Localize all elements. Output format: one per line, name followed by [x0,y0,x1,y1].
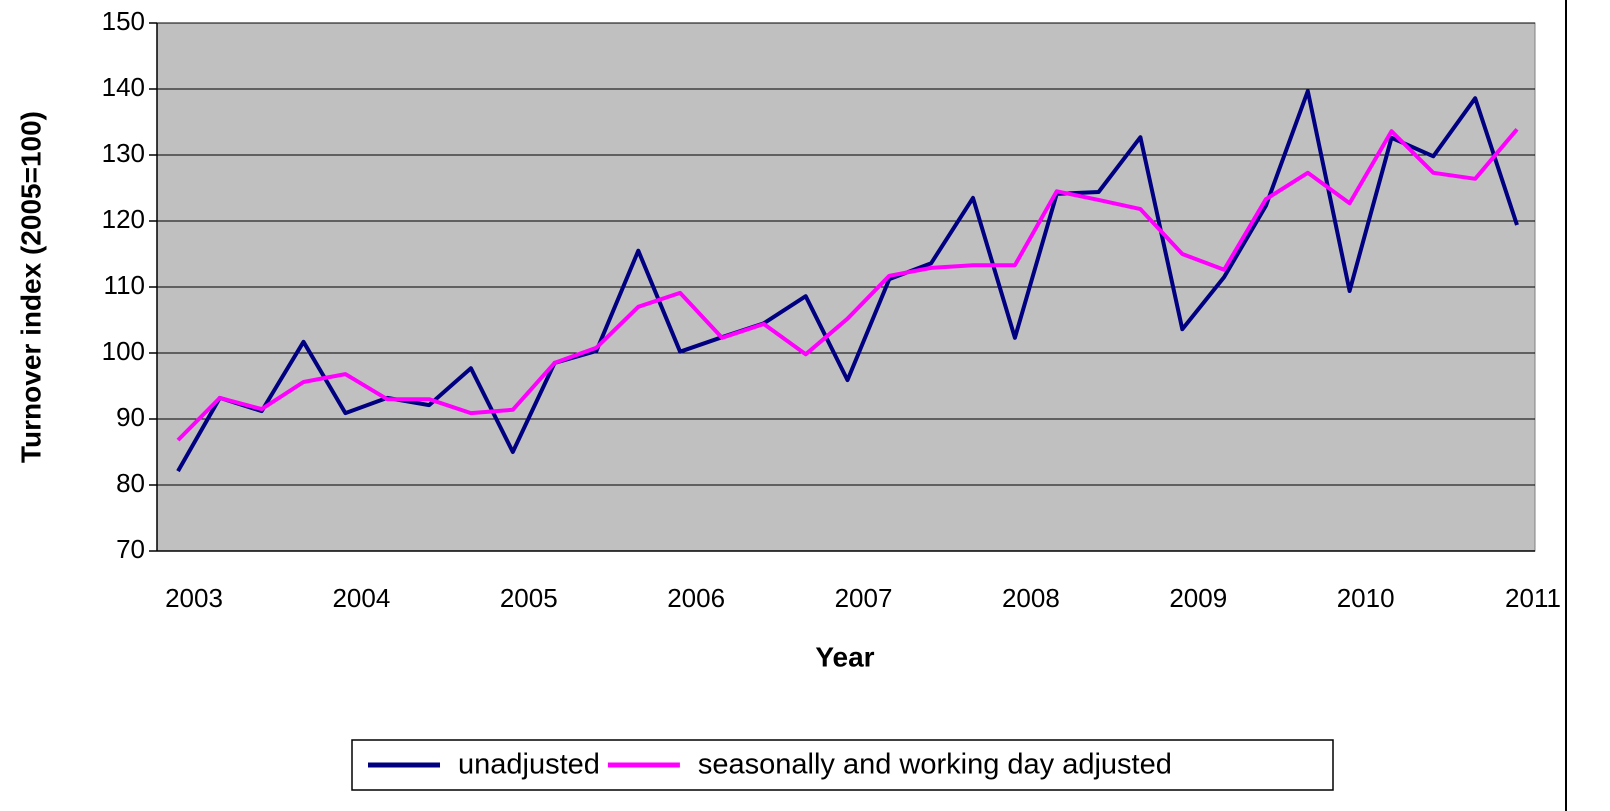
y-tick-label: 140 [102,72,145,102]
x-tick-label: 2007 [835,583,893,613]
legend-box [351,739,1334,791]
x-tick-label: 2010 [1337,583,1395,613]
series-line [176,128,1519,442]
y-tick-label: 150 [102,6,145,36]
x-tick-label: 2005 [500,583,558,613]
x-tick-label: 2011 [1505,583,1561,613]
y-tick-label: 90 [116,402,145,432]
y-tick-label: 130 [102,138,145,168]
y-tick-label: 110 [104,270,145,300]
x-tick-label: 2003 [165,583,223,613]
x-tick-label: 2006 [667,583,725,613]
x-tick-label: 2008 [1002,583,1060,613]
legend: unadjusted seasonally and working day adj… [351,739,1334,791]
x-tick-label: 2009 [1169,583,1227,613]
y-tick-label: 120 [102,204,145,234]
y-tick-label: 80 [116,468,145,498]
y-tick-label: 70 [116,534,145,564]
legend-label: seasonally and working day adjusted [698,749,1172,781]
x-tick-label: 2004 [332,583,390,613]
y-tick-label: 100 [102,336,145,366]
x-axis-title: Year [815,641,874,672]
y-axis-title: Turnover index (2005=100) [15,111,46,463]
legend-label: unadjusted [458,749,600,781]
